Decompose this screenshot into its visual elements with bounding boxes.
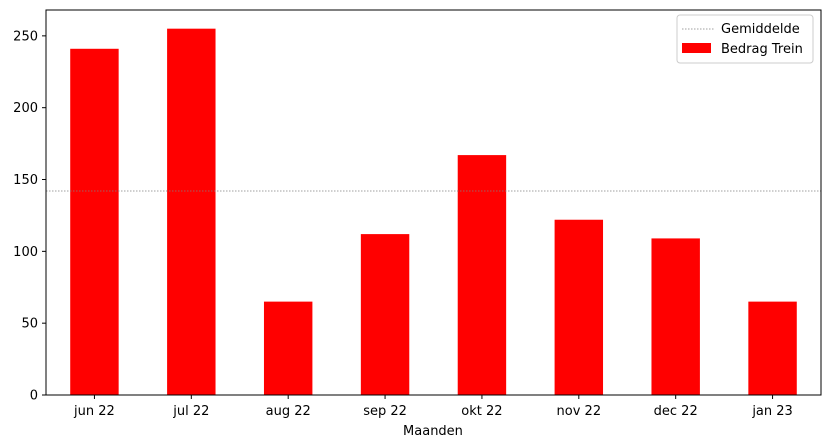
y-tick-label-0: 0 — [30, 389, 38, 404]
x-tick-label-5: nov 22 — [557, 404, 602, 419]
bar-6 — [651, 238, 700, 395]
bar-4 — [457, 155, 507, 395]
x-axis-label: Maanden — [403, 424, 463, 439]
bar-3 — [360, 234, 410, 395]
x-tick-label-0: jun 22 — [73, 404, 115, 419]
y-tick-label-200: 200 — [13, 101, 38, 116]
x-tick-label-4: okt 22 — [461, 404, 502, 419]
y-tick-label-100: 100 — [13, 245, 38, 260]
bar-7 — [748, 301, 797, 395]
legend-series-label: Bedrag Trein — [721, 42, 803, 57]
x-tick-label-3: sep 22 — [363, 404, 407, 419]
y-tick-label-250: 250 — [13, 29, 38, 44]
axes-frame — [45, 9, 822, 396]
x-tick-label-6: dec 22 — [654, 404, 698, 419]
y-tick-label-150: 150 — [13, 173, 38, 188]
bar-5 — [554, 219, 604, 395]
legend-series-swatch — [682, 43, 711, 53]
legend-average-label: Gemiddelde — [721, 22, 800, 37]
legend: Gemiddelde Bedrag Trein — [676, 14, 814, 64]
x-tick-label-2: aug 22 — [266, 404, 311, 419]
y-tick-label-50: 50 — [21, 317, 38, 332]
bar-1 — [167, 28, 216, 395]
x-tick-label-7: jan 23 — [751, 404, 793, 419]
bar-2 — [263, 301, 313, 395]
x-tick-label-1: jul 22 — [172, 404, 209, 419]
plot-area: 0 50 100 150 200 250 jun 22 jul 22 aug 22 sep 22 o… — [13, 9, 822, 419]
bar-0 — [70, 48, 119, 395]
